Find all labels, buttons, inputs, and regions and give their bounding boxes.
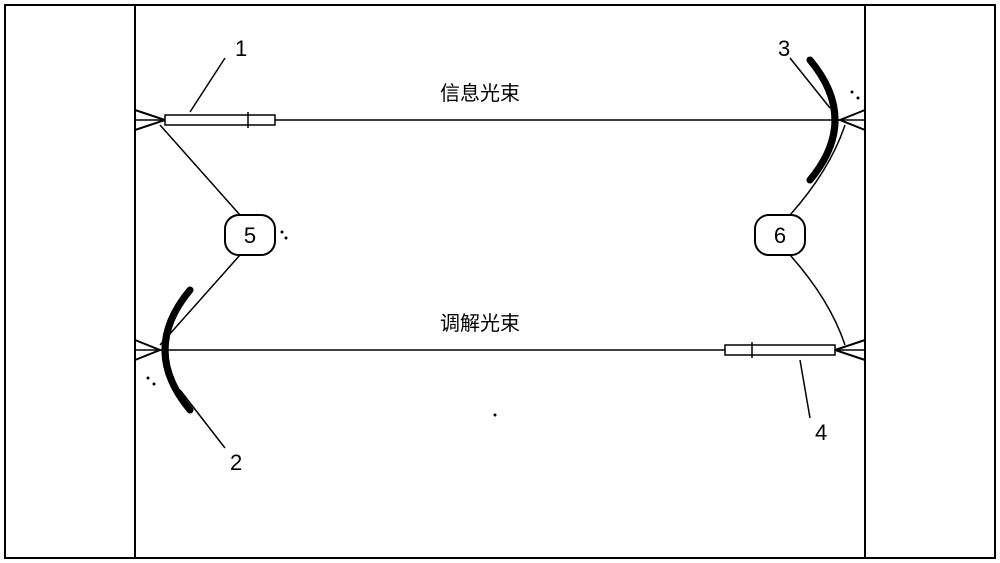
leader-2 <box>180 390 225 448</box>
dots-c5 <box>281 231 288 240</box>
coupler-6-label: 6 <box>774 223 786 248</box>
dots-right <box>851 91 860 100</box>
diagram-canvas: 信息光束 调解光束 5 6 <box>0 0 1000 563</box>
callout-1: 1 <box>235 36 247 61</box>
coupler-6: 6 <box>755 125 845 345</box>
callout-2: 2 <box>230 450 242 475</box>
left-block <box>5 5 135 558</box>
coupler-5-label: 5 <box>244 223 256 248</box>
callout-3: 3 <box>778 36 790 61</box>
dots-mid <box>494 414 497 417</box>
info-beam-label: 信息光束 <box>440 82 520 105</box>
dots-left <box>147 377 156 386</box>
callout-4: 4 <box>815 420 827 445</box>
leader-4 <box>800 360 810 418</box>
mod-beam-label: 调解光束 <box>440 312 520 335</box>
leader-1 <box>190 58 225 112</box>
right-block <box>865 5 995 558</box>
